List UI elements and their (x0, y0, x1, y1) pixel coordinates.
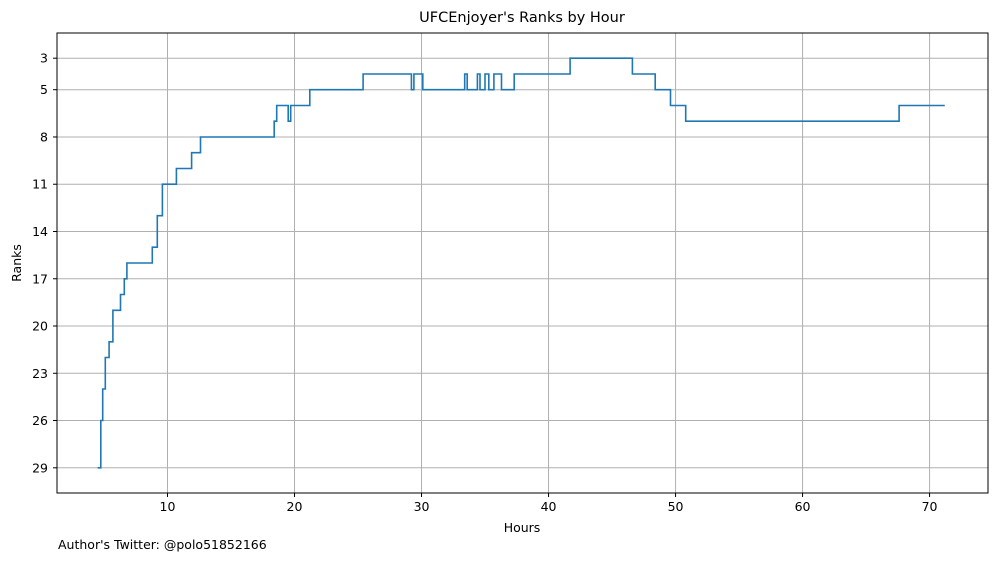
grid-lines (57, 33, 988, 493)
author-twitter-note: Author's Twitter: @polo51852166 (58, 537, 267, 552)
y-axis-label: Ranks (9, 244, 24, 282)
y-axis-ticks: 3 5 8 11 14 17 20 23 26 29 (32, 51, 57, 475)
y-tick-label: 23 (32, 366, 48, 381)
rank-series-line (97, 57, 945, 469)
plot-frame (56, 32, 989, 494)
y-tick-label: 11 (32, 177, 48, 192)
x-axis-ticks: 10 20 30 40 50 60 70 (160, 493, 938, 514)
x-tick-label: 70 (922, 499, 938, 514)
series-layer (97, 57, 945, 469)
x-tick-label: 30 (414, 499, 430, 514)
y-tick-label: 8 (40, 129, 48, 144)
x-axis-label: Hours (504, 520, 541, 535)
x-tick-label: 40 (541, 499, 557, 514)
y-tick-label: 17 (32, 271, 48, 286)
chart-title: UFCEnjoyer's Ranks by Hour (419, 10, 625, 26)
x-tick-label: 10 (160, 499, 176, 514)
x-tick-label: 50 (668, 499, 684, 514)
x-tick-label: 60 (795, 499, 811, 514)
y-tick-label: 26 (32, 413, 48, 428)
y-tick-label: 3 (40, 51, 48, 66)
y-tick-label: 20 (32, 319, 48, 334)
y-tick-label: 14 (32, 224, 48, 239)
y-tick-label: 5 (40, 82, 48, 97)
x-tick-label: 20 (287, 499, 303, 514)
y-tick-label: 29 (32, 460, 48, 475)
